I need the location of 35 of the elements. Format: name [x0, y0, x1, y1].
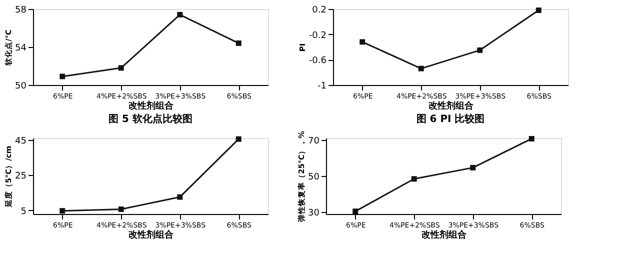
text: 图 6 PI 比较图 — [416, 113, 485, 125]
point — [352, 208, 358, 214]
y-tick-label: -0.2 — [308, 30, 326, 41]
y-tick-label: 25 — [15, 172, 26, 182]
x-axis-title: 改性剂组合 — [128, 100, 174, 112]
point — [418, 66, 424, 72]
y-tick-label: 50 — [15, 82, 27, 92]
y-tick-label: 70 — [308, 136, 320, 146]
y-tick-label: 54 — [15, 44, 27, 54]
x-axis-title: 改性剂组合 — [422, 230, 468, 240]
y-tick-label: 45 — [15, 136, 26, 146]
y-tick-label: 50 — [308, 172, 320, 182]
point — [536, 8, 542, 14]
point — [236, 136, 242, 142]
point — [236, 40, 242, 46]
point — [177, 194, 183, 200]
point — [470, 164, 476, 170]
y-tick-label: -0.6 — [308, 56, 327, 66]
y-tick-label: 5 — [20, 206, 26, 217]
point — [528, 136, 534, 142]
point — [477, 47, 483, 53]
y-tick-label: -1 — [318, 82, 326, 92]
x-axis-title: 改性剂组合 — [128, 230, 174, 240]
point — [411, 176, 417, 182]
point — [177, 12, 183, 18]
y-tick-label: 30 — [308, 208, 320, 219]
x-axis-title: 改性剂组合 — [428, 100, 474, 112]
point — [60, 74, 66, 80]
y-tick-label: 0.2 — [312, 6, 326, 16]
point — [118, 206, 124, 212]
point — [118, 65, 124, 71]
y-tick-label: 58 — [15, 6, 27, 16]
point — [360, 39, 366, 45]
text: 图 5 软化点比较图 — [108, 113, 192, 125]
point — [60, 208, 66, 214]
